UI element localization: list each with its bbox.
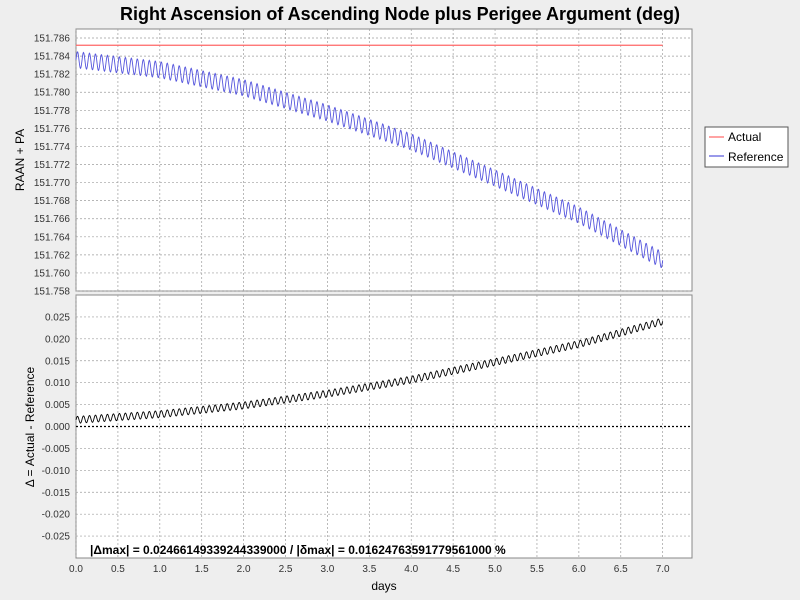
bottom-y-tick-label: -0.025 xyxy=(42,532,71,543)
x-tick-label: 3.5 xyxy=(362,564,376,575)
bottom-y-tick-label: 0.025 xyxy=(45,312,70,323)
x-tick-label: 5.0 xyxy=(488,564,502,575)
x-tick-label: 4.5 xyxy=(446,564,460,575)
top-y-tick-label: 151.780 xyxy=(34,88,71,99)
top-y-tick-label: 151.768 xyxy=(34,196,71,207)
difference-series-line xyxy=(75,318,664,424)
top-y-tick-label: 151.758 xyxy=(34,287,71,298)
x-tick-label: 1.5 xyxy=(195,564,209,575)
delta-annotation: |Δmax| = 0.02466149339244339000 / |δmax|… xyxy=(90,543,506,557)
x-tick-label: 2.5 xyxy=(279,564,293,575)
top-y-tick-label: 151.760 xyxy=(34,268,71,279)
bottom-y-tick-label: -0.015 xyxy=(42,488,71,499)
bottom-y-tick-label: 0.005 xyxy=(45,400,70,411)
x-tick-label: 1.0 xyxy=(153,564,167,575)
top-y-tick-label: 151.786 xyxy=(34,34,71,45)
bottom-y-axis-label: Δ = Actual - Reference xyxy=(23,366,37,487)
top-y-tick-label: 151.764 xyxy=(34,232,71,243)
x-tick-label: 4.0 xyxy=(404,564,418,575)
bottom-y-tick-label: 0.010 xyxy=(45,378,70,389)
x-tick-label: 2.0 xyxy=(237,564,251,575)
x-tick-label: 7.0 xyxy=(656,564,670,575)
legend-label-reference: Reference xyxy=(728,150,784,164)
top-y-tick-label: 151.782 xyxy=(34,70,71,81)
top-y-tick-label: 151.762 xyxy=(34,250,71,261)
top-y-tick-label: 151.778 xyxy=(34,106,71,117)
legend: Actual Reference xyxy=(704,126,789,168)
top-y-tick-label: 151.770 xyxy=(34,178,71,189)
top-plot-background xyxy=(75,28,693,292)
top-y-axis-label: RAAN + PA xyxy=(13,129,27,191)
x-tick-label: 5.5 xyxy=(530,564,544,575)
reference-series-line xyxy=(75,51,664,269)
x-tick-label: 6.0 xyxy=(572,564,586,575)
top-y-tick-label: 151.784 xyxy=(34,52,71,63)
top-y-tick-label: 151.772 xyxy=(34,160,71,171)
bottom-y-tick-label: -0.010 xyxy=(42,466,71,477)
bottom-y-tick-label: 0.000 xyxy=(45,422,70,433)
top-y-tick-label: 151.774 xyxy=(34,142,71,153)
top-y-tick-label: 151.776 xyxy=(34,124,71,135)
x-axis-label: days xyxy=(371,579,396,593)
legend-label-actual: Actual xyxy=(728,130,761,144)
bottom-y-tick-label: 0.015 xyxy=(45,356,70,367)
bottom-y-tick-label: -0.005 xyxy=(42,444,71,455)
bottom-y-tick-label: 0.020 xyxy=(45,334,70,345)
legend-box xyxy=(704,126,789,168)
x-tick-label: 0.0 xyxy=(69,564,83,575)
x-tick-label: 3.0 xyxy=(320,564,334,575)
x-tick-label: 0.5 xyxy=(111,564,125,575)
chart-title: Right Ascension of Ascending Node plus P… xyxy=(120,4,680,24)
x-tick-label: 6.5 xyxy=(614,564,628,575)
bottom-y-tick-label: -0.020 xyxy=(42,510,71,521)
top-y-tick-label: 151.766 xyxy=(34,214,71,225)
